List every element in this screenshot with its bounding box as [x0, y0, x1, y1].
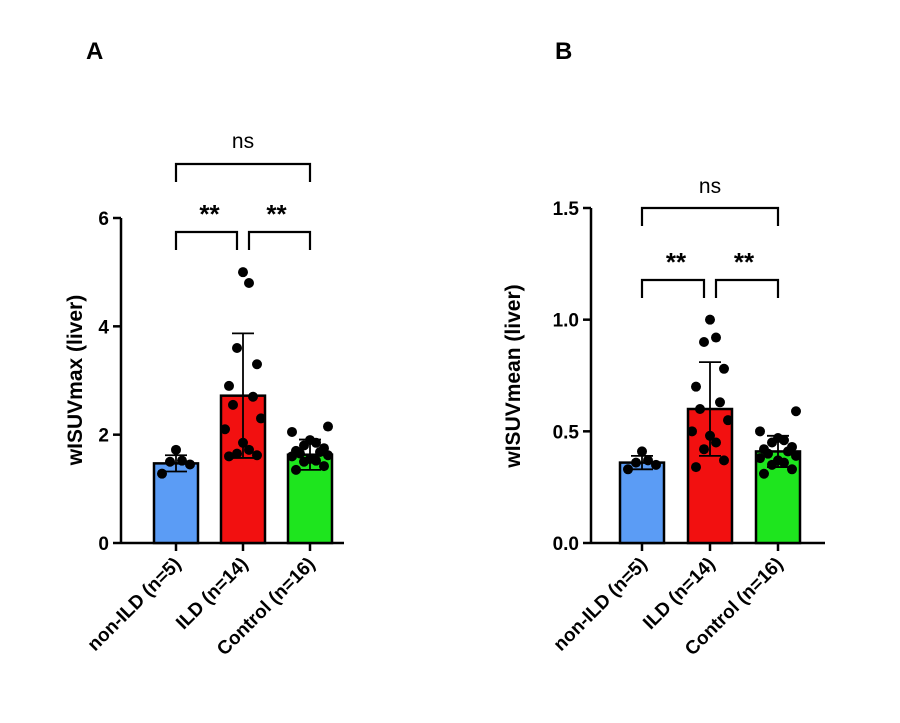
panel-b-y-tick-label: 1.0	[553, 311, 579, 332]
panel-b-data-point	[787, 441, 797, 452]
panel-a-data-point	[177, 455, 187, 466]
panel-a-data-point	[287, 426, 297, 437]
panel-a-significance-bracket	[174, 162, 312, 182]
panel-a-data-point	[291, 445, 301, 456]
panel-b-y-tick-label: 0.5	[553, 422, 580, 443]
panel-b-significance-label: **	[666, 247, 687, 277]
panel-a-significance-label: ns	[232, 130, 254, 153]
panel-b-data-point	[791, 450, 801, 461]
panel-a-data-point	[232, 343, 242, 353]
panel-a-data-point	[238, 267, 248, 278]
panel-b-data-point	[705, 430, 715, 441]
panel-b-data-point	[691, 381, 701, 392]
panel-a-data-point	[165, 456, 175, 467]
panel-b-data-point	[755, 426, 765, 437]
panel-a-data-point	[232, 448, 242, 459]
panel-b-data-point	[719, 363, 729, 374]
panel-b-data-point	[787, 464, 797, 475]
panel-a-data-point	[238, 437, 248, 448]
panel-b-significance-bracket	[714, 278, 780, 298]
panel-b-data-point	[755, 453, 765, 464]
panel-a-data-point	[252, 359, 262, 370]
panel-a-data-point	[319, 461, 329, 472]
panel-b-data-point	[759, 468, 769, 479]
panel-a-letter: A	[86, 38, 103, 65]
panel-a-data-point	[305, 435, 315, 446]
panel-a-data-point	[244, 444, 254, 455]
panel-b-significance-label: **	[734, 247, 755, 277]
panel-b: B wISUVmean (liver) 0.0 0.5 1.0 1.5 non-ILD …	[502, 38, 825, 660]
panel-b-data-point	[623, 464, 633, 475]
panel-a-data-point	[220, 424, 230, 435]
panel-a-data-point	[256, 413, 266, 424]
panel-a-data-point	[171, 444, 181, 455]
panel-a-data-point	[291, 464, 301, 475]
panel-b-data-point	[773, 433, 783, 444]
panel-b-data-point	[719, 455, 729, 466]
panel-a-y-tick-label: 4	[98, 317, 109, 338]
panel-b-data-point	[691, 462, 701, 473]
panel-a-data-point	[319, 443, 329, 454]
panel-a-significance-label: **	[266, 199, 287, 229]
panel-b-data-point	[715, 397, 725, 408]
panel-a-data-point	[224, 380, 234, 391]
panel-a-data-point	[228, 399, 238, 410]
panel-a-y-tick-label: 6	[98, 209, 109, 230]
panel-b-data-point	[791, 406, 801, 417]
panel-b-data-point	[687, 426, 697, 437]
panel-a-data-point	[224, 451, 234, 462]
panel-a-data-point	[248, 391, 258, 402]
panel-b-data-point	[723, 415, 733, 426]
panel-a-data-point	[323, 421, 333, 432]
panel-a-y-tick-label: 0	[98, 534, 109, 555]
panel-b-data-point	[651, 459, 661, 470]
panel-b-y-axis-title: wISUVmean (liver)	[502, 284, 525, 468]
panel-b-significance-bracket	[640, 278, 706, 298]
panel-b-x-tick-label: non-ILD (n=5)	[550, 554, 652, 656]
panel-a-significance-bracket	[247, 230, 312, 250]
panel-b-significance-label: ns	[699, 175, 721, 198]
panel-a-y-axis-title: wISUVmax (liver)	[64, 295, 87, 466]
panel-b-data-point	[699, 337, 709, 347]
panel-b-data-point	[643, 455, 653, 466]
panel-a-x-tick-label: non-ILD (n=5)	[84, 554, 186, 656]
panel-b-data-point	[695, 404, 705, 414]
panel-a-significance-bracket	[174, 230, 239, 250]
panel-b-data-point	[631, 457, 641, 468]
panel-a-data-point	[252, 450, 262, 461]
panel-a-data-point	[185, 459, 195, 470]
panel-b-data-point	[773, 455, 783, 466]
panel-b-data-point	[711, 437, 721, 448]
panel-a-data-point	[157, 468, 167, 479]
panel-b-significance-bracket	[640, 206, 780, 226]
panel-b-y-tick-label: 1.5	[553, 199, 580, 220]
panel-b-data-point	[759, 444, 769, 455]
panel-b-data-point	[699, 444, 709, 455]
panel-b-data-point	[711, 332, 721, 343]
panel-a-significance-label: **	[199, 199, 220, 229]
panel-b-bar	[618, 461, 666, 545]
panel-b-y-tick-label: 0.0	[553, 534, 579, 555]
panel-b-data-point	[705, 314, 715, 325]
panel-a-data-point	[305, 454, 315, 465]
panel-a-y-tick-label: 2	[98, 426, 109, 447]
panel-b-letter: B	[555, 38, 572, 65]
panel-a-data-point	[244, 278, 254, 288]
panel-b-data-point	[637, 446, 647, 457]
